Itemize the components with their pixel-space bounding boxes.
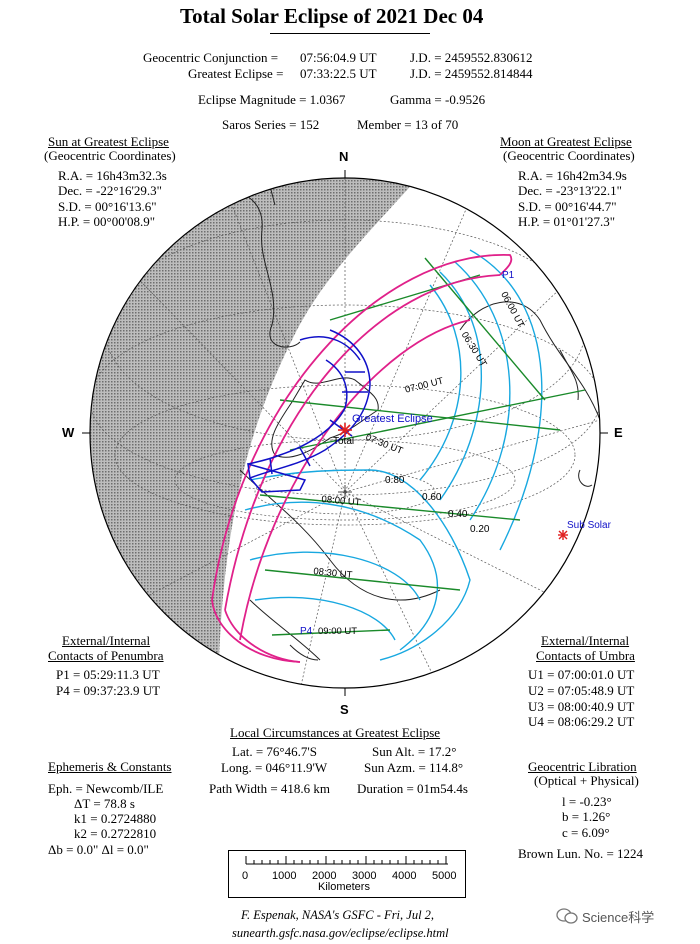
brown-lunation: Brown Lun. No. = 1224 (518, 846, 644, 861)
moon-ra: R.A. = 16h42m34.9s (518, 168, 627, 183)
ephemeris-title: Ephemeris & Constants (48, 759, 172, 774)
umbral-path (247, 329, 371, 493)
scale-box (228, 850, 466, 898)
conjunction-time: 07:56:04.9 UT (300, 50, 377, 65)
night-shading (90, 178, 440, 688)
subsolar-marker (558, 530, 568, 540)
mag-label-080: 0.80 (385, 475, 405, 486)
local-duration: Duration = 01m54.4s (357, 781, 468, 796)
title-rule (270, 33, 430, 34)
local-sun-alt: Sun Alt. = 17.2° (372, 744, 457, 759)
north-label: N (339, 149, 349, 164)
center-star (338, 485, 352, 499)
south-label: S (340, 702, 349, 717)
local-sun-azm: Sun Azm. = 114.8° (364, 760, 464, 775)
ephemeris-eph: Eph. = Newcomb/ILE (48, 781, 164, 796)
penumbra-title-1: External/Internal (62, 633, 151, 648)
page-title: Total Solar Eclipse of 2021 Dec 04 (180, 4, 484, 28)
saros-member: Member = 13 of 70 (357, 117, 459, 132)
mag-label-020: 0.20 (470, 524, 490, 535)
sun-sd: S.D. = 00°16'13.6" (58, 199, 157, 214)
ephemeris-delta: Δb = 0.0" Δl = 0.0" (48, 842, 149, 857)
mag-label-040: 0.40 (448, 509, 468, 520)
p4-label: P4 (300, 626, 313, 637)
umbra-u1: U1 = 07:00:01.0 UT (528, 667, 635, 682)
axis-ticks (82, 170, 608, 696)
scale-tick-1000: 1000 (272, 870, 297, 882)
scale-tick-3000: 3000 (352, 870, 377, 882)
sun-ra: R.A. = 16h43m32.3s (58, 168, 167, 183)
sun-dec: Dec. = -22°16'29.3" (58, 183, 162, 198)
libration-b: b = 1.26° (562, 809, 611, 824)
libration-title: Geocentric Libration (528, 759, 637, 774)
penumbra-p4: P4 = 09:37:23.9 UT (56, 683, 161, 698)
sun-hp: H.P. = 00°00'08.9" (58, 214, 156, 229)
moon-sd: S.D. = 00°16'44.7" (518, 199, 617, 214)
greatest-label: Greatest Eclipse = (188, 66, 284, 81)
conjunction-jd: J.D. = 2459552.830612 (410, 50, 533, 65)
local-title: Local Circumstances at Greatest Eclipse (230, 725, 441, 740)
scale-unit: Kilometers (318, 881, 370, 893)
gamma: Gamma = -0.9526 (390, 92, 486, 107)
local-long: Long. = 046°11.9'W (221, 760, 328, 775)
penumbra-title-2: Contacts of Penumbra (48, 648, 164, 663)
watermark: Science科学 (556, 906, 654, 926)
credit: F. Espenak, NASA's GSFC - Fri, Jul 2, (241, 908, 435, 922)
chat-bubbles-icon (556, 908, 578, 924)
greatest-time: 07:33:22.5 UT (300, 66, 377, 81)
umbra-u3: U3 = 08:00:40.9 UT (528, 699, 635, 714)
p1-label: P1 (502, 270, 515, 281)
greatest-eclipse-label: Greatest Eclipse (352, 413, 433, 425)
umbra-u4: U4 = 08:06:29.2 UT (528, 714, 635, 729)
west-label: W (62, 425, 75, 440)
libration-l: l = -0.23° (562, 794, 612, 809)
libration-c: c = 6.09° (562, 825, 610, 840)
moon-subtitle: (Geocentric Coordinates) (503, 148, 635, 163)
scale-tick-0: 0 (242, 870, 249, 882)
time-label-0900: 09:00 UT (318, 626, 358, 637)
subsolar-label: Sub Solar (567, 520, 611, 531)
penumbra-p1: P1 = 05:29:11.3 UT (56, 667, 160, 682)
sun-title: Sun at Greatest Eclipse (48, 134, 169, 149)
umbra-u2: U2 = 07:05:48.9 UT (528, 683, 635, 698)
greatest-jd: J.D. = 2459552.814844 (410, 66, 533, 81)
moon-title: Moon at Greatest Eclipse (500, 134, 632, 149)
local-lat: Lat. = 76°46.7'S (232, 744, 317, 759)
sun-subtitle: (Geocentric Coordinates) (44, 148, 176, 163)
ephemeris-k1: k1 = 0.2724880 (74, 811, 157, 826)
ephemeris-k2: k2 = 0.2722810 (74, 826, 157, 841)
libration-subtitle: (Optical + Physical) (534, 773, 639, 788)
moon-dec: Dec. = -23°13'22.1" (518, 183, 622, 198)
conjunction-label: Geocentric Conjunction = (143, 50, 279, 65)
scale-tick-4000: 4000 (392, 870, 417, 882)
watermark-text: Science科学 (582, 909, 655, 925)
umbra-title-2: Contacts of Umbra (536, 648, 635, 663)
saros-series: Saros Series = 152 (222, 117, 320, 132)
scale-bar (245, 856, 448, 865)
eclipse-magnitude: Eclipse Magnitude = 1.0367 (198, 92, 346, 107)
east-label: E (614, 425, 623, 440)
ephemeris-dt: ΔT = 78.8 s (74, 796, 135, 811)
moon-hp: H.P. = 01°01'27.3" (518, 214, 616, 229)
local-path-width: Path Width = 418.6 km (209, 781, 331, 796)
mag-label-060: 0.60 (422, 492, 442, 503)
total-label: Total (333, 436, 355, 447)
greatest-eclipse-marker (338, 423, 352, 437)
umbra-title-1: External/Internal (541, 633, 630, 648)
scale-tick-2000: 2000 (312, 870, 337, 882)
scale-tick-5000: 5000 (432, 870, 457, 882)
source-url: sunearth.gsfc.nasa.gov/eclipse/eclipse.h… (232, 926, 449, 940)
